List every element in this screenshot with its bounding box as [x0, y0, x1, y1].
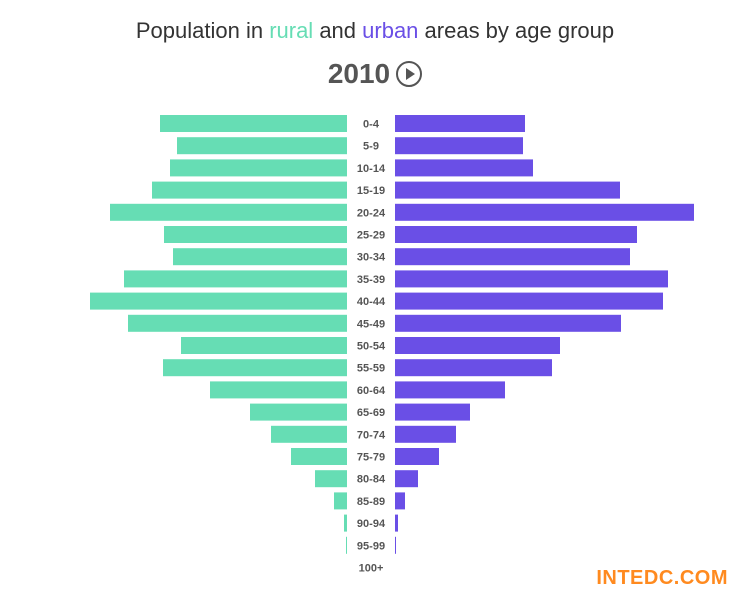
urban-bar-80-84 — [395, 470, 418, 488]
urban-bar-0-4 — [395, 115, 525, 132]
age-label-70-74: 70-74 — [357, 429, 386, 441]
rural-bar-50-54 — [181, 337, 347, 354]
urban-bar-40-44 — [395, 292, 663, 310]
age-label-15-19: 15-19 — [357, 185, 385, 197]
urban-bar-15-19 — [395, 181, 620, 199]
chart-title: Population in rural and urban areas by a… — [0, 18, 750, 44]
age-label-90-94: 90-94 — [357, 518, 386, 530]
urban-bar-35-39 — [395, 270, 668, 288]
year-control: 2010 — [0, 58, 750, 90]
rural-bar-70-74 — [271, 425, 347, 443]
age-label-45-49: 45-49 — [357, 318, 385, 330]
rural-bar-10-14 — [170, 159, 347, 177]
urban-bar-25-29 — [395, 226, 637, 243]
rural-bar-20-24 — [110, 203, 347, 221]
age-label-55-59: 55-59 — [357, 363, 385, 375]
play-circle-icon — [406, 68, 416, 80]
title-rural-label: rural — [269, 18, 314, 43]
age-label-25-29: 25-29 — [357, 230, 385, 242]
urban-bar-90-94 — [395, 514, 398, 532]
urban-bar-50-54 — [395, 337, 560, 354]
rural-bar-55-59 — [163, 359, 347, 377]
rural-bar-40-44 — [90, 292, 347, 310]
age-label-5-9: 5-9 — [363, 141, 379, 153]
rural-bar-25-29 — [164, 226, 347, 243]
age-label-30-34: 30-34 — [357, 252, 386, 264]
rural-bar-75-79 — [291, 448, 347, 465]
title-middle: and — [313, 18, 363, 43]
rural-bar-85-89 — [334, 492, 347, 510]
age-label-80-84: 80-84 — [357, 474, 386, 486]
watermark: INTEDC.COM — [596, 567, 728, 589]
urban-bar-45-49 — [395, 314, 621, 332]
urban-bar-65-69 — [395, 403, 470, 421]
rural-bar-5-9 — [177, 137, 347, 155]
urban-bar-5-9 — [395, 137, 523, 155]
rural-bar-35-39 — [124, 270, 347, 288]
age-label-95-99: 95-99 — [357, 540, 385, 552]
title-suffix: areas by age group — [418, 18, 615, 43]
age-label-60-64: 60-64 — [357, 385, 386, 397]
age-label-50-54: 50-54 — [357, 341, 386, 353]
rural-bar-65-69 — [250, 403, 347, 421]
age-label-100+: 100+ — [359, 563, 384, 575]
play-button[interactable] — [396, 61, 423, 87]
rural-bar-30-34 — [173, 248, 347, 266]
urban-bar-10-14 — [395, 159, 533, 177]
age-label-20-24: 20-24 — [357, 207, 386, 219]
age-label-85-89: 85-89 — [357, 496, 385, 508]
rural-bar-15-19 — [152, 181, 347, 199]
year-label: 2010 — [327, 58, 391, 89]
urban-bar-60-64 — [395, 381, 505, 399]
age-label-65-69: 65-69 — [357, 407, 385, 419]
rural-bar-0-4 — [160, 115, 347, 132]
rural-bar-90-94 — [344, 514, 347, 532]
urban-bar-55-59 — [395, 359, 552, 377]
rural-bar-45-49 — [128, 314, 347, 332]
title-urban-label: urban — [362, 18, 419, 43]
age-label-40-44: 40-44 — [357, 296, 386, 308]
urban-bar-70-74 — [395, 425, 456, 443]
age-label-10-14: 10-14 — [357, 163, 386, 175]
age-label-35-39: 35-39 — [357, 274, 385, 286]
urban-bar-20-24 — [395, 203, 694, 221]
urban-bar-75-79 — [395, 448, 439, 465]
age-label-0-4: 0-4 — [363, 119, 380, 131]
rural-bar-80-84 — [315, 470, 347, 488]
urban-bar-95-99 — [395, 536, 396, 554]
urban-bar-30-34 — [395, 248, 630, 266]
rural-bar-60-64 — [210, 381, 347, 399]
urban-bar-85-89 — [395, 492, 405, 510]
age-label-75-79: 75-79 — [357, 452, 385, 464]
title-prefix: Population in — [135, 18, 270, 43]
rural-bar-95-99 — [346, 536, 347, 554]
